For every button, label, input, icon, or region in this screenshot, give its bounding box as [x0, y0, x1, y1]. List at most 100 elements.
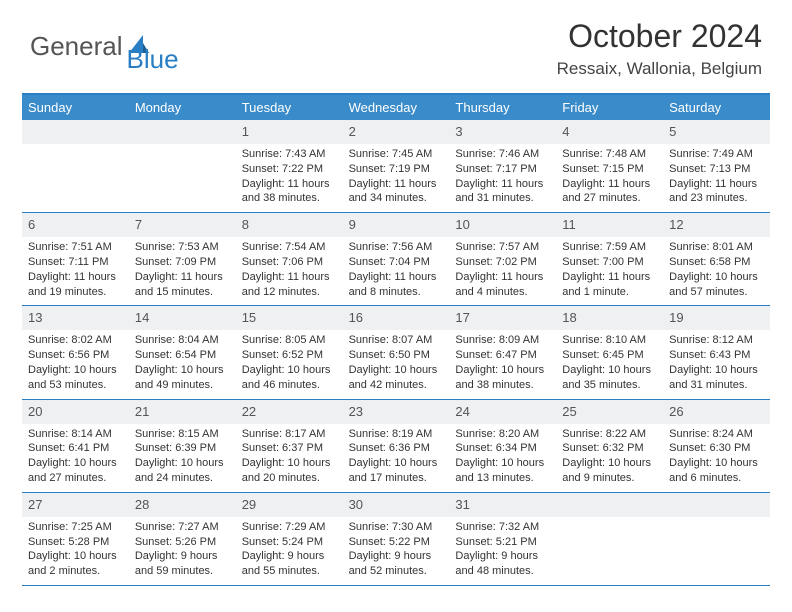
day-cell: 18Sunrise: 8:10 AMSunset: 6:45 PMDayligh… — [556, 306, 663, 398]
sunrise-text: Sunrise: 7:53 AM — [135, 240, 230, 255]
sunrise-text: Sunrise: 8:02 AM — [28, 333, 123, 348]
day-content — [556, 517, 663, 526]
daylight-line1: Daylight: 10 hours — [349, 363, 444, 378]
day-cell: 10Sunrise: 7:57 AMSunset: 7:02 PMDayligh… — [449, 213, 556, 305]
sunset-text: Sunset: 7:00 PM — [562, 255, 657, 270]
calendar-table: SundayMondayTuesdayWednesdayThursdayFrid… — [22, 93, 770, 586]
day-cell: 15Sunrise: 8:05 AMSunset: 6:52 PMDayligh… — [236, 306, 343, 398]
page-header: General Blue October 2024 Ressaix, Wallo… — [0, 0, 792, 87]
sunrise-text: Sunrise: 7:46 AM — [455, 147, 550, 162]
daynum-row: 2 — [343, 120, 450, 144]
sunset-text: Sunset: 6:58 PM — [669, 255, 764, 270]
sunrise-text: Sunrise: 7:29 AM — [242, 520, 337, 535]
daylight-line2: and 48 minutes. — [455, 564, 550, 579]
sunrise-text: Sunrise: 8:12 AM — [669, 333, 764, 348]
day-cell: 24Sunrise: 8:20 AMSunset: 6:34 PMDayligh… — [449, 400, 556, 492]
day-number: 29 — [242, 497, 256, 512]
day-content: Sunrise: 7:32 AMSunset: 5:21 PMDaylight:… — [449, 517, 556, 585]
sunset-text: Sunset: 7:22 PM — [242, 162, 337, 177]
daynum-row: 27 — [22, 493, 129, 517]
sunset-text: Sunset: 7:02 PM — [455, 255, 550, 270]
day-content: Sunrise: 8:01 AMSunset: 6:58 PMDaylight:… — [663, 237, 770, 305]
day-number: 6 — [28, 217, 35, 232]
day-cell: 1Sunrise: 7:43 AMSunset: 7:22 PMDaylight… — [236, 120, 343, 212]
day-cell: 13Sunrise: 8:02 AMSunset: 6:56 PMDayligh… — [22, 306, 129, 398]
daylight-line1: Daylight: 11 hours — [669, 177, 764, 192]
daylight-line2: and 8 minutes. — [349, 285, 444, 300]
daylight-line2: and 1 minute. — [562, 285, 657, 300]
day-number: 18 — [562, 310, 576, 325]
daylight-line1: Daylight: 10 hours — [455, 363, 550, 378]
day-number: 28 — [135, 497, 149, 512]
daynum-row — [129, 120, 236, 144]
day-cell: 26Sunrise: 8:24 AMSunset: 6:30 PMDayligh… — [663, 400, 770, 492]
daylight-line2: and 27 minutes. — [562, 191, 657, 206]
daylight-line2: and 23 minutes. — [669, 191, 764, 206]
day-cell: 21Sunrise: 8:15 AMSunset: 6:39 PMDayligh… — [129, 400, 236, 492]
day-content: Sunrise: 7:25 AMSunset: 5:28 PMDaylight:… — [22, 517, 129, 585]
daylight-line1: Daylight: 10 hours — [242, 363, 337, 378]
daynum-row: 24 — [449, 400, 556, 424]
daynum-row: 30 — [343, 493, 450, 517]
day-content: Sunrise: 7:51 AMSunset: 7:11 PMDaylight:… — [22, 237, 129, 305]
sunrise-text: Sunrise: 8:01 AM — [669, 240, 764, 255]
daynum-row: 11 — [556, 213, 663, 237]
title-block: October 2024 Ressaix, Wallonia, Belgium — [557, 18, 762, 79]
daynum-row: 1 — [236, 120, 343, 144]
day-number: 9 — [349, 217, 356, 232]
daynum-row: 12 — [663, 213, 770, 237]
day-number: 27 — [28, 497, 42, 512]
daylight-line1: Daylight: 10 hours — [669, 456, 764, 471]
daylight-line1: Daylight: 9 hours — [349, 549, 444, 564]
daynum-row: 28 — [129, 493, 236, 517]
weekday-header: Friday — [556, 95, 663, 120]
daylight-line2: and 19 minutes. — [28, 285, 123, 300]
month-title: October 2024 — [557, 18, 762, 55]
day-number: 5 — [669, 124, 676, 139]
day-content: Sunrise: 8:04 AMSunset: 6:54 PMDaylight:… — [129, 330, 236, 398]
day-cell: 5Sunrise: 7:49 AMSunset: 7:13 PMDaylight… — [663, 120, 770, 212]
day-content: Sunrise: 7:46 AMSunset: 7:17 PMDaylight:… — [449, 144, 556, 212]
sunrise-text: Sunrise: 7:32 AM — [455, 520, 550, 535]
day-number: 16 — [349, 310, 363, 325]
daylight-line1: Daylight: 11 hours — [455, 177, 550, 192]
daylight-line2: and 2 minutes. — [28, 564, 123, 579]
day-number: 20 — [28, 404, 42, 419]
day-content: Sunrise: 8:24 AMSunset: 6:30 PMDaylight:… — [663, 424, 770, 492]
sunset-text: Sunset: 6:39 PM — [135, 441, 230, 456]
daylight-line1: Daylight: 11 hours — [28, 270, 123, 285]
day-content: Sunrise: 7:56 AMSunset: 7:04 PMDaylight:… — [343, 237, 450, 305]
sunrise-text: Sunrise: 7:25 AM — [28, 520, 123, 535]
day-cell: 31Sunrise: 7:32 AMSunset: 5:21 PMDayligh… — [449, 493, 556, 585]
day-cell — [556, 493, 663, 585]
daylight-line1: Daylight: 11 hours — [455, 270, 550, 285]
daylight-line1: Daylight: 11 hours — [242, 177, 337, 192]
sunset-text: Sunset: 7:13 PM — [669, 162, 764, 177]
daynum-row: 7 — [129, 213, 236, 237]
day-number: 19 — [669, 310, 683, 325]
sunrise-text: Sunrise: 7:54 AM — [242, 240, 337, 255]
day-cell — [22, 120, 129, 212]
day-content — [22, 144, 129, 153]
sunset-text: Sunset: 7:11 PM — [28, 255, 123, 270]
daynum-row: 3 — [449, 120, 556, 144]
day-content: Sunrise: 7:43 AMSunset: 7:22 PMDaylight:… — [236, 144, 343, 212]
daylight-line1: Daylight: 10 hours — [349, 456, 444, 471]
day-cell: 25Sunrise: 8:22 AMSunset: 6:32 PMDayligh… — [556, 400, 663, 492]
daylight-line1: Daylight: 9 hours — [135, 549, 230, 564]
week-row: 20Sunrise: 8:14 AMSunset: 6:41 PMDayligh… — [22, 400, 770, 493]
weekday-header: Saturday — [663, 95, 770, 120]
sunrise-text: Sunrise: 8:15 AM — [135, 427, 230, 442]
day-content: Sunrise: 7:53 AMSunset: 7:09 PMDaylight:… — [129, 237, 236, 305]
day-cell: 30Sunrise: 7:30 AMSunset: 5:22 PMDayligh… — [343, 493, 450, 585]
sunrise-text: Sunrise: 8:19 AM — [349, 427, 444, 442]
daynum-row: 25 — [556, 400, 663, 424]
sunrise-text: Sunrise: 7:57 AM — [455, 240, 550, 255]
daylight-line2: and 13 minutes. — [455, 471, 550, 486]
daynum-row: 26 — [663, 400, 770, 424]
daylight-line1: Daylight: 9 hours — [242, 549, 337, 564]
day-content: Sunrise: 7:57 AMSunset: 7:02 PMDaylight:… — [449, 237, 556, 305]
day-number: 22 — [242, 404, 256, 419]
daynum-row: 9 — [343, 213, 450, 237]
daylight-line2: and 38 minutes. — [242, 191, 337, 206]
